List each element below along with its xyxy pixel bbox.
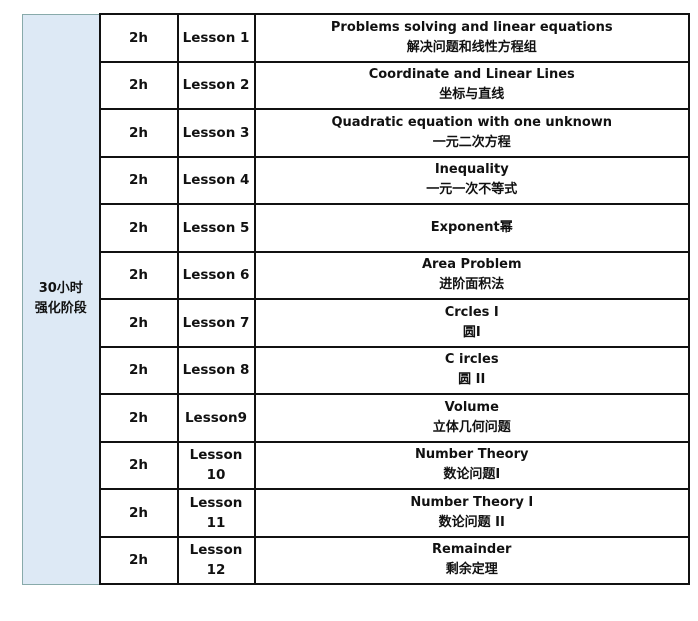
topic-chinese: 进阶面积法	[439, 277, 505, 293]
topic-cell: C ircles 圆 II	[253, 345, 690, 395]
lesson-cell: Lesson 2	[176, 60, 256, 110]
table-row: 2h Lesson 5 Exponent幂	[23, 203, 690, 253]
lesson-cell: Lesson9	[176, 393, 256, 443]
lesson-cell: Lesson 1	[176, 13, 256, 63]
topic-english: Coordinate and Linear Lines	[368, 67, 575, 83]
topic-chinese: 数论问题 II	[438, 514, 505, 530]
topic-english: Number Theory I	[410, 494, 534, 510]
lesson-cell: Lesson 11	[176, 488, 256, 538]
topic-cell: Area Problem 进阶面积法	[253, 250, 690, 300]
topic-chinese: 解决问题和线性方程组	[406, 39, 537, 55]
table-row: 2h Lesson 3 Quadratic equation with one un…	[23, 108, 690, 158]
topic-english: C ircles	[444, 352, 499, 368]
topic-chinese: 一元二次方程	[432, 134, 511, 150]
table-row: 2h Lesson 2 Coordinate and Linear Lines 坐标与…	[23, 60, 690, 110]
topic-chinese: 坐标与直线	[439, 87, 505, 103]
topic-chinese: 圆I	[462, 324, 481, 340]
topic-english: Area Problem	[421, 257, 522, 273]
table-row: 2h Lesson 8 C ircles 圆 II	[23, 345, 690, 395]
table-row: 30小时 强化阶段 2h Lesson 1 Problems solving and l…	[22, 13, 690, 585]
topic-english: Remainder	[432, 542, 512, 558]
topic-english: Problems solving and linear equations	[330, 19, 613, 35]
hours-cell: 2h	[98, 345, 179, 395]
lesson-cell: Lesson 5	[176, 203, 256, 253]
topic-chinese: 立体几何问题	[432, 419, 511, 435]
lesson-cell: Lesson 12	[176, 535, 256, 585]
lesson-cell: Lesson 8	[176, 345, 256, 395]
table-row: 2h Lesson 12 Remainder 剩余定理	[23, 535, 690, 585]
hours-cell: 2h	[98, 393, 179, 443]
topic-cell: Crcles I 圆I	[253, 298, 690, 348]
topic-chinese: 圆 II	[458, 372, 486, 388]
table-row: 2h Lesson 6 Area Problem 进阶面积法	[23, 250, 690, 300]
hours-cell: 2h	[98, 108, 179, 158]
topic-english: Number Theory	[415, 447, 529, 463]
topic-english: Quadratic equation with one unknown	[331, 114, 613, 130]
topic-english: Inequality	[434, 162, 509, 178]
hours-cell: 2h	[98, 13, 179, 63]
hours-cell: 2h	[98, 440, 179, 490]
table-row: 2h Lesson 11 Number Theory I 数论问题 II	[23, 488, 690, 538]
lesson-cell: Lesson 4	[176, 155, 256, 205]
stage-hours: 30小时	[38, 281, 83, 296]
course-schedule-table: 30小时 强化阶段 2h Lesson 1 Problems solving and l…	[22, 13, 690, 585]
topic-cell: Number Theory I 数论问题 II	[253, 488, 690, 538]
stage-cell: 30小时强化阶段	[22, 13, 101, 585]
topic-cell: Quadratic equation with one unknown 一元二次方…	[253, 108, 690, 158]
table-row: 2h Lesson 4 Inequality 一元一次不等式	[23, 155, 690, 205]
topic-cell: Inequality 一元一次不等式	[253, 155, 690, 205]
hours-cell: 2h	[98, 298, 179, 348]
hours-cell: 2h	[98, 203, 179, 253]
lesson-cell: Lesson 7	[176, 298, 256, 348]
hours-cell: 2h	[98, 155, 179, 205]
hours-cell: 2h	[98, 488, 179, 538]
topic-cell: Remainder 剩余定理	[253, 535, 690, 585]
topic-cell: Volume 立体几何问题	[253, 393, 690, 443]
topic-cell: Problems solving and linear equations 解决问…	[253, 13, 690, 63]
topic-cell: Coordinate and Linear Lines 坐标与直线	[253, 60, 690, 110]
stage-name: 强化阶段	[34, 301, 87, 316]
lesson-cell: Lesson 3	[176, 108, 256, 158]
topic-chinese: 一元一次不等式	[426, 182, 518, 198]
topic-chinese: 数论问题I	[443, 467, 501, 483]
topic-cell: Exponent幂	[253, 203, 690, 253]
topic-chinese: 剩余定理	[445, 562, 498, 578]
lesson-cell: Lesson 6	[176, 250, 256, 300]
topic-english: Exponent幂	[430, 219, 513, 235]
hours-cell: 2h	[98, 535, 179, 585]
topic-cell: Number Theory 数论问题I	[253, 440, 690, 490]
topic-english: Crcles I	[444, 304, 499, 320]
table-row: 2h Lesson 10 Number Theory 数论问题I	[23, 440, 690, 490]
lesson-cell: Lesson 10	[176, 440, 256, 490]
hours-cell: 2h	[98, 60, 179, 110]
hours-cell: 2h	[98, 250, 179, 300]
table-row: 2h Lesson 7 Crcles I 圆I	[23, 298, 690, 348]
topic-english: Volume	[444, 399, 499, 415]
table-row: 2h Lesson9 Volume 立体几何问题	[23, 393, 690, 443]
